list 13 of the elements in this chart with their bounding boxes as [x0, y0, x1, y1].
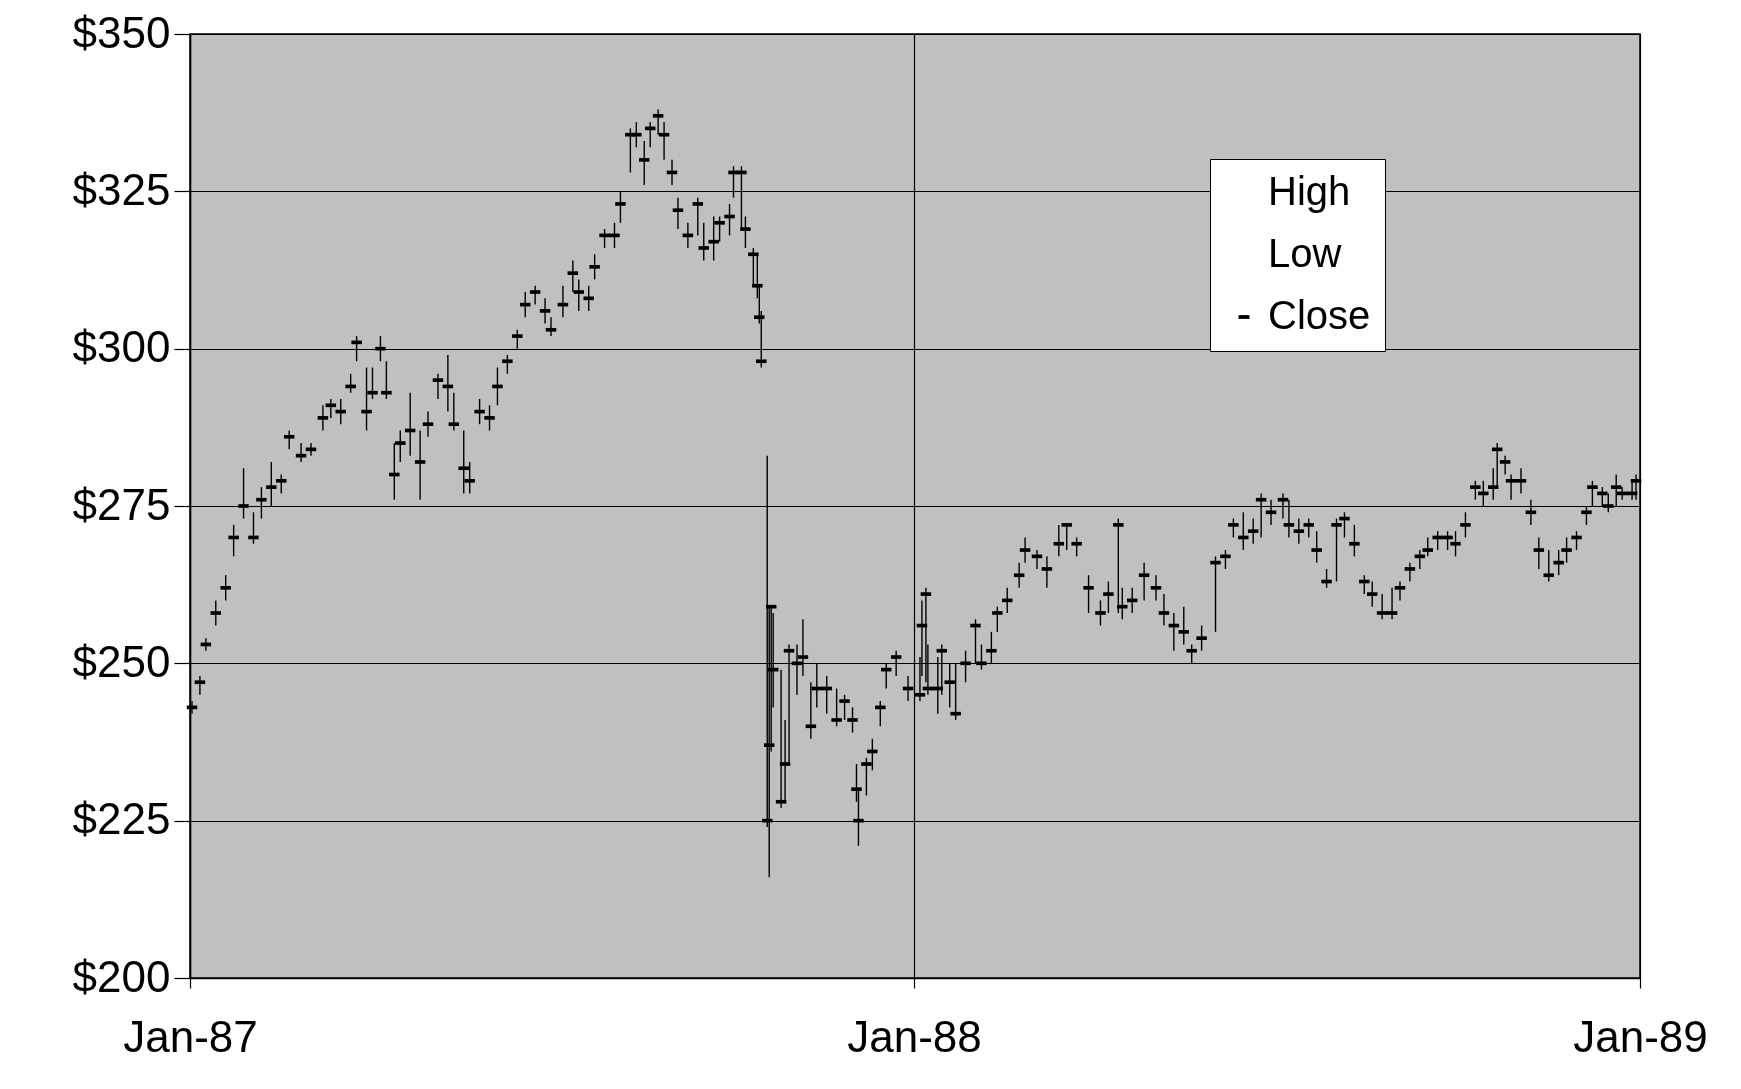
x-tick-label: Jan-87 [123, 1011, 258, 1061]
y-tick-label: $350 [72, 7, 171, 57]
y-tick-label: $300 [72, 322, 171, 372]
y-tick-label: $325 [72, 164, 171, 214]
annotation: Low [1268, 231, 1342, 275]
x-tick-label: Jan-88 [847, 1011, 982, 1061]
y-tick-label: $225 [72, 794, 171, 844]
y-tick-label: $275 [72, 479, 171, 529]
x-tick-label: Jan-89 [1573, 1011, 1708, 1061]
y-tick-label: $200 [72, 951, 171, 1001]
y-tick-label: $250 [72, 636, 171, 686]
annotation: High [1268, 169, 1351, 213]
legend-label: Close [1268, 293, 1371, 337]
